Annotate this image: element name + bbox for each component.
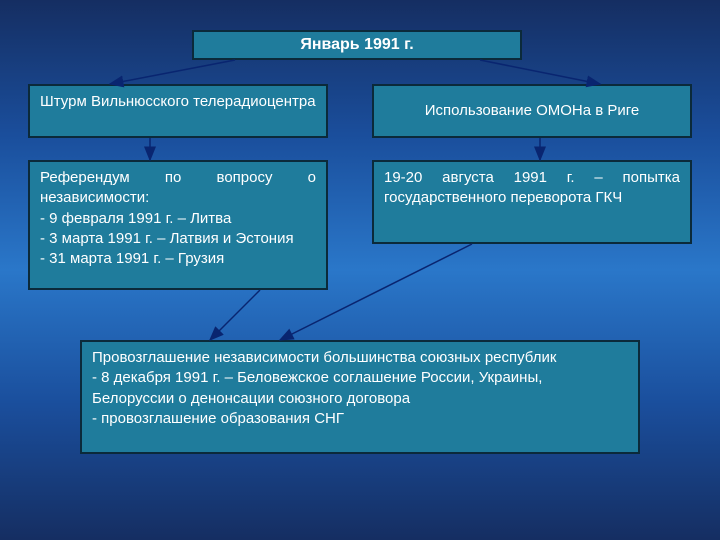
title-text: Январь 1991 г. — [300, 34, 413, 56]
box-mid-left-text: Референдум по вопросу о независимости:- … — [40, 169, 316, 267]
box-top-right-text: Использование ОМОНа в Риге — [425, 101, 640, 121]
title-box: Январь 1991 г. — [192, 30, 522, 60]
box-mid-left: Референдум по вопросу о независимости:- … — [28, 160, 328, 290]
box-top-left-text: Штурм Вильнюсского телерадиоцентра — [40, 93, 316, 110]
box-top-left: Штурм Вильнюсского телерадиоцентра — [28, 84, 328, 138]
box-mid-right: 19-20 августа 1991 г. – попытка государс… — [372, 160, 692, 244]
slide: Январь 1991 г. Штурм Вильнюсского телера… — [0, 0, 720, 540]
box-bottom-text: Провозглашение независимости большинства… — [92, 349, 556, 427]
box-top-right: Использование ОМОНа в Риге — [372, 84, 692, 138]
box-mid-right-text: 19-20 августа 1991 г. – попытка государс… — [384, 169, 680, 206]
box-bottom: Провозглашение независимости большинства… — [80, 340, 640, 454]
